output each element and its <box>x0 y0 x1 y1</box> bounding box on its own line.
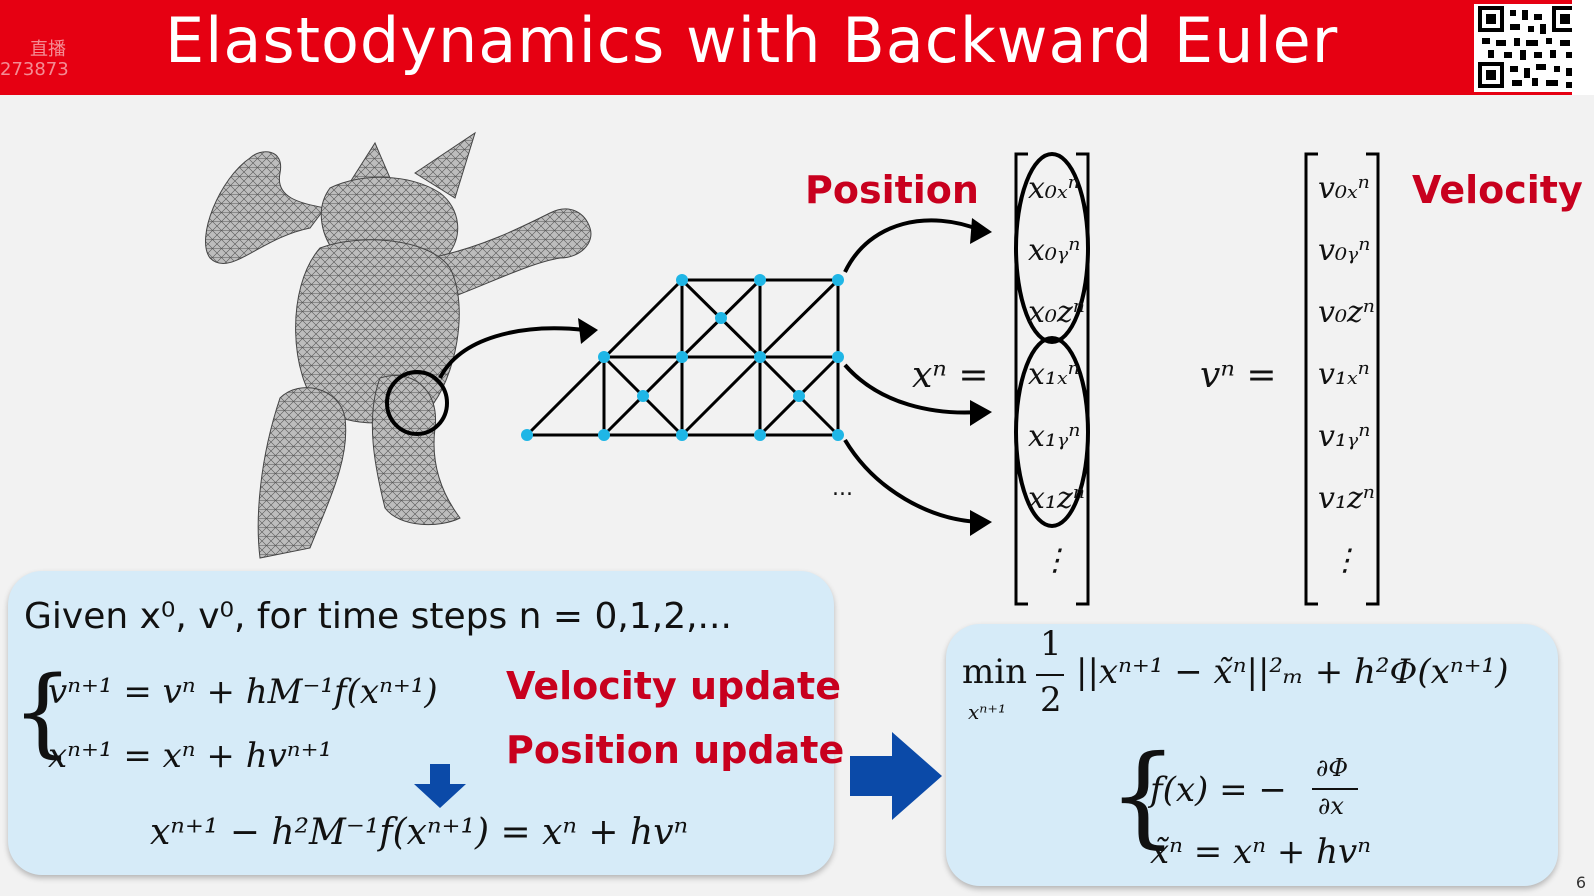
objective-expression: ||xⁿ⁺¹ − x̃ⁿ||²ₘ + h²Φ(xⁿ⁺¹) <box>1076 652 1509 692</box>
velocity-entry-1y: v₁ᵧⁿ <box>1318 419 1371 454</box>
velocity-vector-entries: v₀ₓⁿ v₀ᵧⁿ v₀zⁿ v₁ₓⁿ v₁ᵧⁿ v₁zⁿ ⋮ <box>1308 158 1378 592</box>
triangle-mesh-diagram <box>521 274 844 441</box>
velocity-vector-brackets <box>1304 152 1380 606</box>
right-arrow-icon <box>850 732 942 820</box>
down-arrow-icon <box>414 764 466 808</box>
time-stepping-box <box>8 571 834 875</box>
velocity-entry-0x: v₀ₓⁿ <box>1318 171 1370 206</box>
velocity-entry-0z: v₀zⁿ <box>1318 295 1375 330</box>
position-vector-brackets <box>1014 152 1090 606</box>
min-subscript: xⁿ⁺¹ <box>968 700 1006 724</box>
position-label: Position <box>805 168 979 212</box>
system-left-brace: { <box>12 656 74 768</box>
half-numerator: 1 <box>1040 624 1062 664</box>
force-definition-numerator: ∂Φ <box>1316 754 1349 782</box>
velocity-update-label: Velocity update <box>506 664 841 708</box>
velocity-update-equation: vⁿ⁺¹ = vⁿ + hM⁻¹f(xⁿ⁺¹) <box>48 672 438 712</box>
position-update-label: Position update <box>506 728 845 772</box>
half-fraction-bar <box>1036 674 1064 676</box>
node-ellipsis: ... <box>832 476 853 501</box>
given-statement: Given x⁰, v⁰, for time steps n = 0,1,2,.… <box>24 596 732 637</box>
force-definition-denominator: ∂x <box>1318 792 1344 820</box>
velocity-entry-0y: v₀ᵧⁿ <box>1318 233 1371 268</box>
armadillo-mesh-image <box>205 131 598 559</box>
position-update-equation: xⁿ⁺¹ = xⁿ + hvⁿ⁺¹ <box>48 736 333 776</box>
watermark: 直播 273873 <box>0 40 69 80</box>
position-entry-1x: x₁ₓⁿ <box>1028 357 1080 392</box>
position-vector-lhs: xⁿ = <box>912 355 989 396</box>
force-definition-lhs: f(x) = − <box>1150 770 1287 810</box>
min-operator: min <box>962 652 1028 692</box>
velocity-label: Velocity <box>1412 168 1583 212</box>
position-entry-1y: x₁ᵧⁿ <box>1028 419 1081 454</box>
position-entry-0x: x₀ₓⁿ <box>1028 171 1080 206</box>
definitions-left-brace: { <box>1108 731 1178 859</box>
velocity-entry-1z: v₁zⁿ <box>1318 481 1375 516</box>
qr-code <box>1474 4 1584 92</box>
predicted-position-definition: x̃ⁿ = xⁿ + hvⁿ <box>1150 832 1371 872</box>
title-bar: 直播 273873 Elastodynamics with Backward E… <box>0 0 1594 95</box>
velocity-entry-dots: ⋮ <box>1330 543 1360 578</box>
force-definition-fraction-bar <box>1312 788 1358 790</box>
optimization-box <box>946 624 1558 886</box>
position-entry-1z: x₁zⁿ <box>1028 481 1085 516</box>
page-number: 6 <box>1575 873 1586 892</box>
position-entry-0z: x₀zⁿ <box>1028 295 1085 330</box>
half-denominator: 2 <box>1040 680 1062 720</box>
combined-equation: xⁿ⁺¹ − h²M⁻¹f(xⁿ⁺¹) = xⁿ + hvⁿ <box>150 812 689 853</box>
position-vector-entries: x₀ₓⁿ x₀ᵧⁿ x₀zⁿ x₁ₓⁿ x₁ᵧⁿ x₁zⁿ ⋮ <box>1018 158 1088 592</box>
position-entry-dots: ⋮ <box>1040 543 1070 578</box>
qr-border <box>1572 0 1594 95</box>
velocity-vector-lhs: vⁿ = <box>1200 355 1277 396</box>
watermark-room-id: 273873 <box>0 59 69 80</box>
node-to-vector-arrows <box>843 218 992 536</box>
watermark-live-label: 直播 <box>30 39 66 60</box>
velocity-entry-1x: v₁ₓⁿ <box>1318 357 1370 392</box>
position-entry-0y: x₀ᵧⁿ <box>1028 233 1081 268</box>
slide-title: Elastodynamics with Backward Euler <box>165 4 1339 77</box>
